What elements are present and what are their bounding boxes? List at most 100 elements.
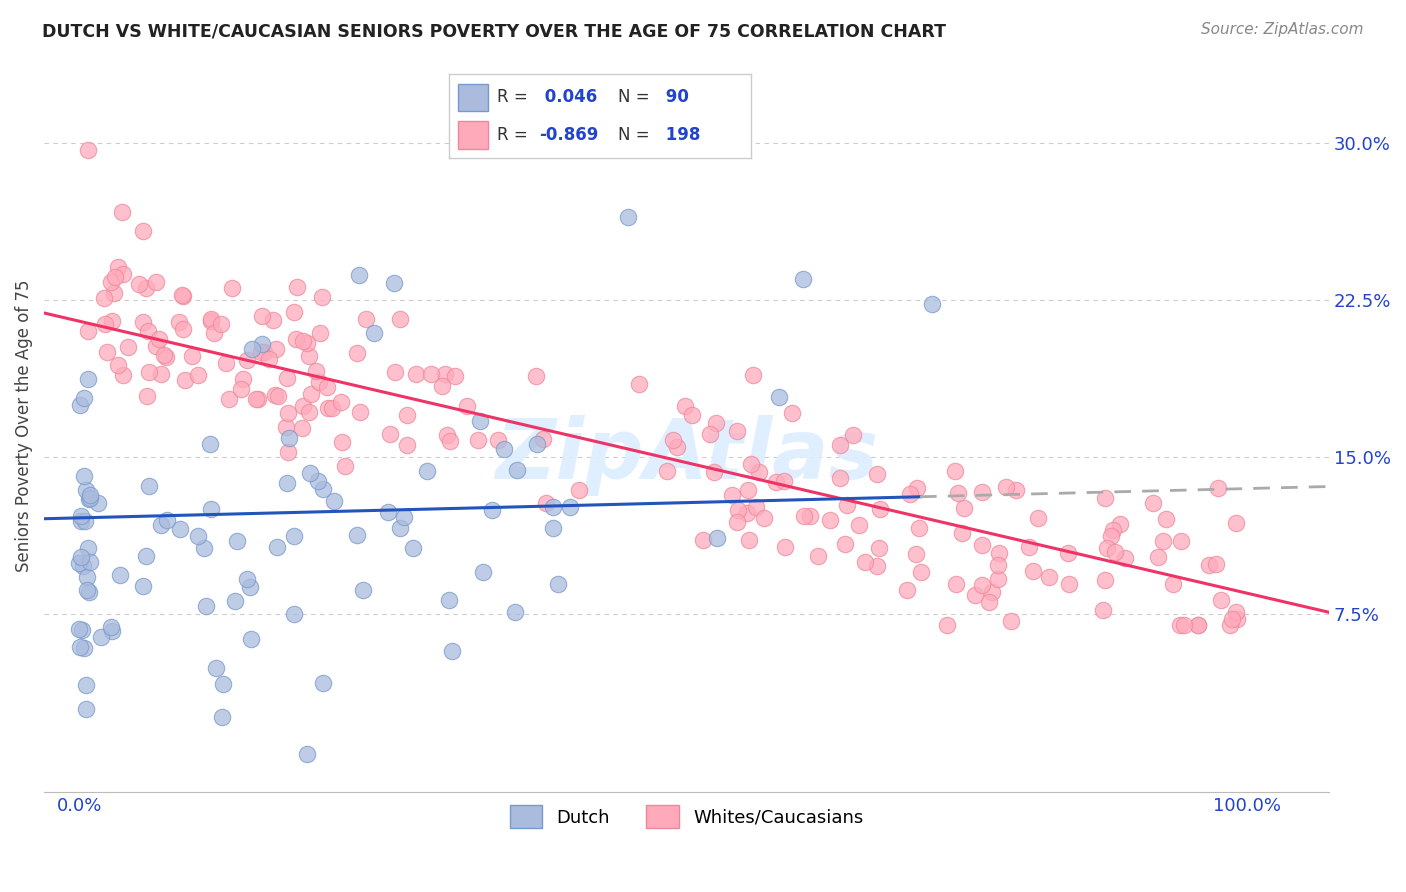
Whites/Caucasians: [866, 467, 889, 481]
Whites/Caucasians: [218, 392, 240, 406]
Whites/Caucasians: [128, 277, 150, 291]
Whites/Caucasians: [291, 421, 314, 435]
Whites/Caucasians: [1094, 573, 1116, 587]
Whites/Caucasians: [1170, 617, 1192, 632]
Dutch: [437, 593, 460, 607]
Dutch: [77, 491, 100, 506]
Whites/Caucasians: [1038, 570, 1060, 584]
Whites/Caucasians: [780, 406, 803, 420]
Whites/Caucasians: [943, 464, 966, 478]
Dutch: [138, 479, 160, 493]
Dutch: [503, 605, 526, 619]
Text: ZipAtlas: ZipAtlas: [495, 415, 877, 496]
Whites/Caucasians: [277, 406, 299, 420]
Dutch: [73, 641, 96, 656]
Whites/Caucasians: [1225, 605, 1247, 619]
Dutch: [69, 398, 91, 412]
Whites/Caucasians: [681, 409, 703, 423]
Whites/Caucasians: [841, 428, 863, 442]
Whites/Caucasians: [145, 339, 167, 353]
Whites/Caucasians: [77, 143, 100, 157]
Whites/Caucasians: [101, 313, 124, 327]
Whites/Caucasians: [111, 205, 134, 219]
Whites/Caucasians: [145, 275, 167, 289]
Whites/Caucasians: [1099, 529, 1122, 543]
Whites/Caucasians: [215, 356, 238, 370]
Whites/Caucasians: [1109, 516, 1132, 531]
Dutch: [416, 465, 439, 479]
Whites/Caucasians: [1057, 546, 1080, 560]
Whites/Caucasians: [247, 392, 270, 406]
Whites/Caucasians: [752, 511, 775, 525]
Whites/Caucasians: [263, 388, 285, 402]
Dutch: [239, 580, 262, 594]
Whites/Caucasians: [395, 438, 418, 452]
Dutch: [150, 517, 173, 532]
Whites/Caucasians: [1095, 541, 1118, 555]
Whites/Caucasians: [738, 533, 761, 548]
Whites/Caucasians: [745, 500, 768, 515]
Dutch: [108, 568, 131, 582]
Whites/Caucasians: [970, 538, 993, 552]
Dutch: [266, 540, 288, 554]
Whites/Caucasians: [298, 349, 321, 363]
Whites/Caucasians: [1021, 564, 1043, 578]
Whites/Caucasians: [948, 486, 970, 500]
Whites/Caucasians: [828, 471, 851, 485]
Whites/Caucasians: [655, 464, 678, 478]
Dutch: [135, 549, 157, 564]
Whites/Caucasians: [799, 508, 821, 523]
Whites/Caucasians: [308, 375, 330, 389]
Whites/Caucasians: [388, 312, 411, 326]
Dutch: [392, 509, 415, 524]
Whites/Caucasians: [439, 434, 461, 448]
Whites/Caucasians: [173, 373, 195, 387]
Whites/Caucasians: [980, 584, 1002, 599]
Dutch: [69, 549, 91, 564]
Whites/Caucasians: [436, 428, 458, 442]
Dutch: [76, 569, 98, 583]
Whites/Caucasians: [987, 572, 1010, 586]
Whites/Caucasians: [132, 315, 155, 329]
Whites/Caucasians: [378, 426, 401, 441]
Whites/Caucasians: [285, 332, 308, 346]
Whites/Caucasians: [1142, 496, 1164, 510]
Whites/Caucasians: [1026, 510, 1049, 524]
Whites/Caucasians: [456, 399, 478, 413]
Dutch: [768, 390, 790, 404]
Dutch: [283, 528, 305, 542]
Whites/Caucasians: [104, 269, 127, 284]
Whites/Caucasians: [253, 345, 276, 359]
Whites/Caucasians: [232, 371, 254, 385]
Whites/Caucasians: [77, 324, 100, 338]
Whites/Caucasians: [148, 332, 170, 346]
Dutch: [76, 541, 98, 555]
Dutch: [250, 337, 273, 351]
Whites/Caucasians: [96, 345, 118, 359]
Whites/Caucasians: [898, 487, 921, 501]
Whites/Caucasians: [896, 582, 918, 597]
Dutch: [70, 508, 93, 523]
Whites/Caucasians: [132, 224, 155, 238]
Whites/Caucasians: [209, 317, 232, 331]
Dutch: [75, 514, 97, 528]
Whites/Caucasians: [963, 588, 986, 602]
Whites/Caucasians: [172, 289, 194, 303]
Whites/Caucasians: [727, 502, 749, 516]
Dutch: [87, 496, 110, 510]
Whites/Caucasians: [283, 305, 305, 319]
Whites/Caucasians: [534, 496, 557, 510]
Y-axis label: Seniors Poverty Over the Age of 75: Seniors Poverty Over the Age of 75: [15, 279, 32, 572]
Dutch: [377, 505, 399, 519]
Whites/Caucasians: [868, 541, 890, 556]
Whites/Caucasians: [1004, 483, 1026, 497]
Whites/Caucasians: [172, 322, 194, 336]
Dutch: [198, 437, 221, 451]
Whites/Caucasians: [285, 280, 308, 294]
Whites/Caucasians: [970, 578, 993, 592]
Dutch: [706, 532, 728, 546]
Whites/Caucasians: [952, 500, 974, 515]
Whites/Caucasians: [433, 367, 456, 381]
Whites/Caucasians: [905, 481, 928, 495]
Whites/Caucasians: [977, 595, 1000, 609]
